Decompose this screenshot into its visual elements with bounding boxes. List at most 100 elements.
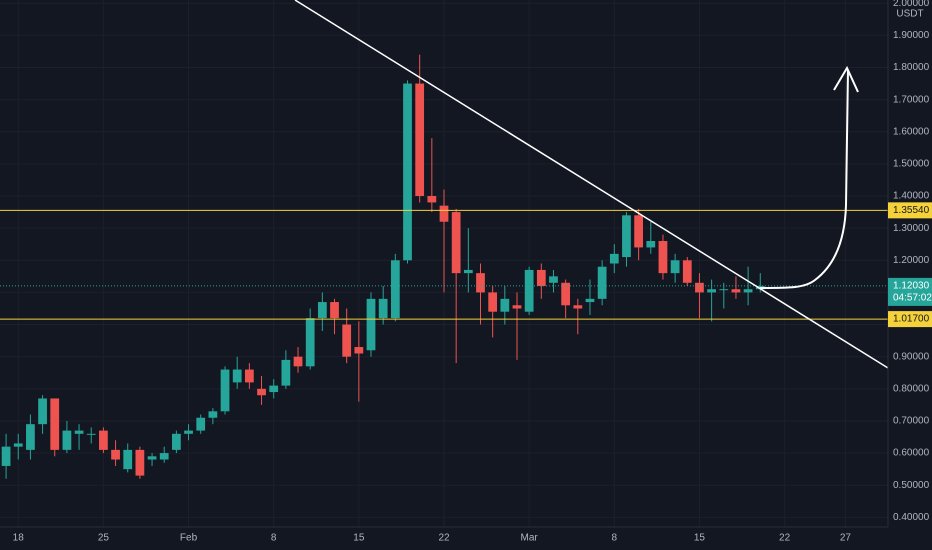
candle-body (731, 289, 741, 293)
candle-body (682, 260, 692, 283)
candle-body (196, 417, 206, 431)
x-tick-label: 22 (779, 533, 791, 544)
countdown-label: 04:57:02 (893, 293, 932, 304)
last-price-label: 1.12030 (893, 281, 930, 292)
y-tick-label: 1.70000 (893, 94, 930, 105)
y-tick-label: 1.40000 (893, 191, 930, 202)
trend-line (294, 0, 889, 369)
axes: 0.40000 0.50000 0.60000 0.70000 0.80000 0.900… (13, 0, 932, 544)
candle-body (743, 289, 753, 293)
level-label: 1.01700 (893, 314, 930, 325)
y-tick-label: 1.90000 (893, 30, 930, 41)
candle-body (524, 269, 534, 312)
candle-body (293, 356, 303, 367)
candle-body (427, 196, 437, 203)
candle-body (695, 282, 704, 293)
y-tick-label: 2.00000 (893, 0, 930, 9)
x-tick-label: 27 (840, 533, 852, 544)
y-tick-label: 1.60000 (893, 126, 930, 137)
candle-body (208, 411, 218, 418)
candle-body (232, 369, 242, 383)
candle-body (172, 433, 181, 450)
candle-body (50, 398, 60, 450)
candle-body (585, 298, 595, 303)
y-tick-label: 1.80000 (893, 62, 930, 73)
candle-body (512, 305, 522, 309)
candle-body (390, 260, 400, 319)
candle-body (330, 302, 339, 319)
candle-body (378, 298, 388, 319)
candle-body (257, 388, 266, 396)
candle-body (26, 424, 35, 450)
candle-body (403, 83, 412, 261)
y-tick-label: 0.60000 (893, 448, 930, 459)
y-tick-label: 0.50000 (893, 480, 930, 491)
y-tick-label: 0.70000 (893, 416, 930, 427)
candle-body (184, 430, 193, 434)
candle-body (305, 318, 315, 367)
y-tick-label: 1.50000 (893, 159, 930, 170)
x-tick-label: 22 (438, 533, 450, 544)
candle-body (646, 241, 656, 248)
y-tick-label: 1.30000 (893, 223, 930, 234)
candle-body (670, 260, 680, 274)
y-tick-label: 0.90000 (893, 351, 930, 362)
candle-body (609, 253, 619, 264)
candle-body (439, 205, 449, 222)
x-tick-label: 25 (98, 533, 110, 544)
x-tick-label: 8 (612, 533, 618, 544)
candle-body (342, 324, 352, 357)
candle-body (573, 305, 583, 309)
candle-body (658, 241, 668, 274)
level-label: 1.35540 (893, 205, 930, 216)
candle-body (147, 456, 157, 460)
candle-body (1, 446, 11, 466)
candle-body (99, 430, 108, 450)
candle-body (597, 266, 607, 299)
candle-body (244, 369, 254, 383)
candle-body (38, 398, 47, 425)
candle-body (317, 302, 327, 319)
y-tick-label: 0.80000 (893, 383, 930, 394)
candle-body (13, 443, 23, 447)
candle-body (415, 83, 425, 197)
candle-body (634, 215, 644, 248)
candle-body (707, 289, 716, 293)
candle-body (354, 347, 364, 354)
x-tick-label: Feb (180, 533, 198, 544)
candle-body (74, 430, 84, 434)
candle-body (135, 449, 145, 476)
candles (0, 54, 888, 479)
candle-body (536, 269, 546, 286)
candle-body (123, 449, 133, 470)
y-tick-label: 1.20000 (893, 255, 930, 266)
x-tick-label: 18 (13, 533, 25, 544)
x-tick-label: 8 (271, 533, 277, 544)
candle-body (463, 269, 473, 274)
candle-body (269, 385, 279, 393)
level-label-box (888, 311, 932, 328)
candle-body (62, 430, 72, 450)
candle-body (622, 215, 631, 258)
candle-body (451, 212, 461, 274)
candle-body (366, 298, 376, 351)
candle-body (159, 453, 169, 460)
y-tick-label: 0.40000 (893, 512, 930, 523)
candle-body (719, 289, 729, 291)
price-unit: USDT (896, 9, 923, 20)
candle-body (500, 298, 510, 312)
candle-body (561, 282, 571, 306)
candle-body (86, 433, 96, 435)
x-tick-label: Mar (521, 533, 539, 544)
x-tick-label: 15 (694, 533, 706, 544)
drawn-arrow (759, 65, 859, 289)
candle-body (476, 273, 485, 293)
candle-body (488, 292, 498, 312)
x-tick-label: 15 (353, 533, 365, 544)
candle-body (549, 276, 558, 283)
candle-body (220, 369, 230, 412)
last-price-box (888, 277, 932, 306)
candle-body (281, 359, 291, 386)
level-label-box (888, 202, 932, 219)
